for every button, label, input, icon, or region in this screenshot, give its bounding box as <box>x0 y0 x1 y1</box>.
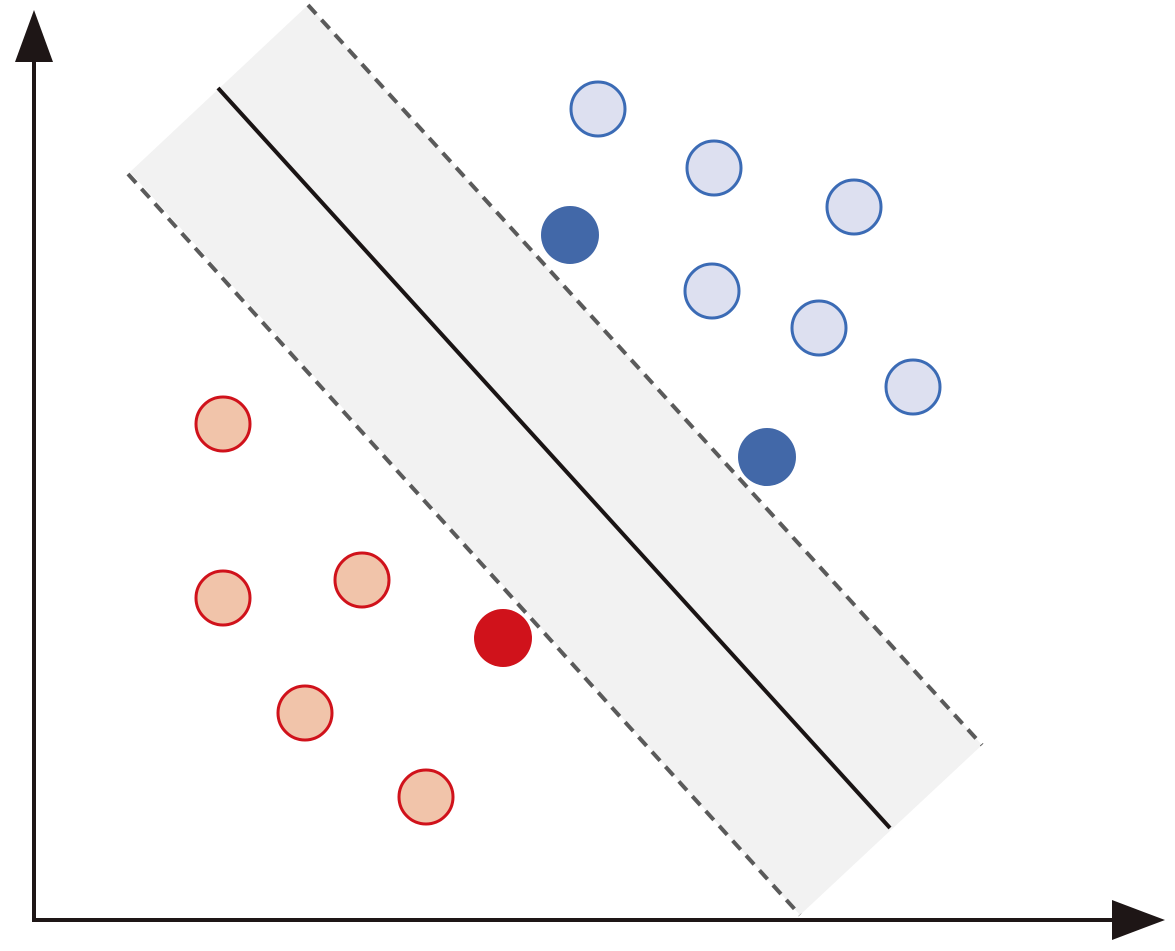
red-point <box>333 551 391 609</box>
lower-margin-line <box>126 172 802 917</box>
blue-support-vector <box>738 428 796 486</box>
blue-point <box>569 80 627 138</box>
blue-point <box>683 262 741 320</box>
red-point <box>276 684 334 742</box>
y-axis-arrow <box>15 10 53 62</box>
blue-point <box>825 178 883 236</box>
red-support-vector <box>474 609 532 667</box>
blue-point <box>685 139 743 197</box>
blue-support-vector <box>541 206 599 264</box>
upper-margin-line <box>306 3 984 747</box>
red-point <box>194 395 252 453</box>
decision-boundary <box>216 86 892 830</box>
x-axis-arrow <box>1112 900 1165 940</box>
red-point <box>397 768 455 826</box>
blue-point <box>884 358 942 416</box>
blue-point <box>790 299 848 357</box>
red-point <box>194 569 252 627</box>
